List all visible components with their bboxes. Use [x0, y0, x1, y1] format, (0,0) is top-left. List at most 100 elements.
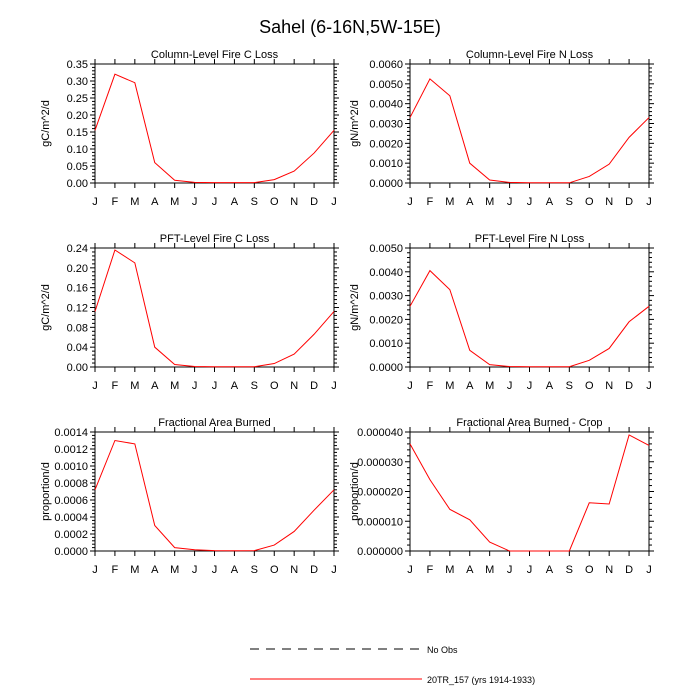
x-tick-label: O	[270, 196, 279, 208]
x-tick-label: N	[290, 196, 298, 208]
x-tick-label: O	[585, 380, 594, 392]
y-tick-label: 0.12	[67, 303, 88, 315]
legend: No Obs 20TR_157 (yrs 1914-1933)	[250, 645, 535, 685]
plot-frame	[409, 63, 650, 184]
y-tick-label: 0.0040	[369, 99, 403, 111]
x-tick-label: O	[270, 380, 279, 392]
x-tick-label: M	[130, 380, 139, 392]
series-line-1	[94, 73, 335, 184]
x-tick-label: J	[192, 564, 198, 576]
y-tick-label: 0.0000	[369, 178, 403, 190]
y-tick-label: 0.05	[67, 161, 88, 173]
y-tick-label: 0.15	[67, 127, 88, 139]
x-tick-label: J	[646, 564, 652, 576]
chart-panel-2: Column-Level Fire N Loss gN/m^2/d 0.0000 0.…	[349, 49, 654, 208]
x-tick-label: A	[151, 196, 159, 208]
y-tick-label: 0.24	[67, 243, 88, 255]
chart-panel-3: PFT-Level Fire C Loss gC/m^2/d 0.00 0.04 0.0…	[40, 233, 339, 392]
x-tick-label: J	[212, 564, 218, 576]
x-tick-label: J	[527, 196, 533, 208]
x-tick-label: N	[290, 564, 298, 576]
y-axis-label: gC/m^2/d	[40, 284, 52, 331]
plot-frame	[94, 431, 335, 552]
y-tick-label: 0.0020	[369, 314, 403, 326]
chart-panel-5: Fractional Area Burned proportion/d 0.0000…	[40, 417, 339, 576]
y-tick-label: 0.0014	[54, 427, 88, 439]
panel-title: PFT-Level Fire N Loss	[475, 233, 585, 245]
x-tick-label: A	[546, 196, 554, 208]
series-line-1	[409, 269, 650, 368]
x-tick-label: D	[310, 196, 318, 208]
x-tick-label: S	[566, 564, 573, 576]
panel-title: Column-Level Fire C Loss	[151, 49, 279, 61]
y-tick-label: 0.08	[67, 322, 88, 334]
x-tick-label: J	[92, 564, 98, 576]
x-tick-label: D	[625, 196, 633, 208]
x-tick-label: O	[585, 564, 594, 576]
y-tick-label: 0.0010	[369, 158, 403, 170]
figure-title: Sahel (6-16N,5W-15E)	[259, 17, 441, 37]
x-tick-label: F	[112, 380, 119, 392]
x-tick-label: J	[527, 564, 533, 576]
x-tick-label: S	[566, 380, 573, 392]
x-tick-label: J	[212, 196, 218, 208]
x-tick-label: M	[445, 564, 454, 576]
x-tick-label: J	[92, 196, 98, 208]
legend-model-label: 20TR_157 (yrs 1914-1933)	[427, 675, 535, 685]
y-tick-label: 0.35	[67, 59, 88, 71]
plot-frame	[94, 63, 335, 184]
x-tick-label: D	[625, 564, 633, 576]
x-tick-label: S	[251, 564, 258, 576]
x-tick-label: D	[625, 380, 633, 392]
x-tick-label: J	[92, 380, 98, 392]
y-tick-label: 0.000000	[357, 546, 403, 558]
x-tick-label: J	[407, 196, 413, 208]
x-tick-label: A	[466, 380, 474, 392]
x-tick-label: A	[231, 196, 239, 208]
y-tick-label: 0.0000	[369, 362, 403, 374]
y-tick-label: 0.0050	[369, 243, 403, 255]
x-tick-label: A	[466, 196, 474, 208]
y-axis-label: gN/m^2/d	[349, 100, 361, 147]
y-tick-label: 0.16	[67, 283, 88, 295]
x-tick-label: J	[331, 196, 337, 208]
x-tick-label: M	[485, 380, 494, 392]
x-tick-label: M	[130, 564, 139, 576]
y-tick-label: 0.0012	[54, 444, 88, 456]
x-tick-label: A	[151, 564, 159, 576]
y-tick-label: 0.04	[67, 342, 88, 354]
x-tick-label: F	[427, 564, 434, 576]
y-tick-label: 0.0006	[54, 495, 88, 507]
panel-title: Column-Level Fire N Loss	[466, 49, 594, 61]
x-tick-label: S	[566, 196, 573, 208]
x-tick-label: N	[605, 380, 613, 392]
x-tick-label: J	[192, 196, 198, 208]
y-tick-label: 0.0020	[369, 138, 403, 150]
chart-panel-4: PFT-Level Fire N Loss gN/m^2/d 0.0000 0.001…	[349, 233, 654, 392]
x-tick-label: M	[170, 196, 179, 208]
x-tick-label: F	[427, 196, 434, 208]
chart-panels: Column-Level Fire C Loss gC/m^2/d 0.00 0.05…	[40, 49, 654, 576]
y-tick-label: 0.0010	[369, 338, 403, 350]
x-tick-label: J	[507, 380, 513, 392]
y-tick-label: 0.000020	[357, 487, 403, 499]
x-tick-label: F	[427, 380, 434, 392]
chart-panel-1: Column-Level Fire C Loss gC/m^2/d 0.00 0.05…	[40, 49, 339, 208]
x-tick-label: N	[290, 380, 298, 392]
x-tick-label: J	[331, 380, 337, 392]
x-tick-label: M	[485, 564, 494, 576]
x-tick-label: J	[507, 564, 513, 576]
x-tick-label: D	[310, 564, 318, 576]
y-tick-label: 0.00	[67, 178, 88, 190]
x-tick-label: A	[231, 380, 239, 392]
y-tick-label: 0.000030	[357, 457, 403, 469]
x-tick-label: J	[192, 380, 198, 392]
x-tick-label: J	[646, 380, 652, 392]
x-tick-label: J	[407, 380, 413, 392]
y-tick-label: 0.0030	[369, 291, 403, 303]
plot-frame	[409, 247, 650, 368]
y-tick-label: 0.0030	[369, 119, 403, 131]
x-tick-label: J	[527, 380, 533, 392]
panel-title: Fractional Area Burned - Crop	[456, 417, 602, 429]
x-tick-label: M	[170, 380, 179, 392]
